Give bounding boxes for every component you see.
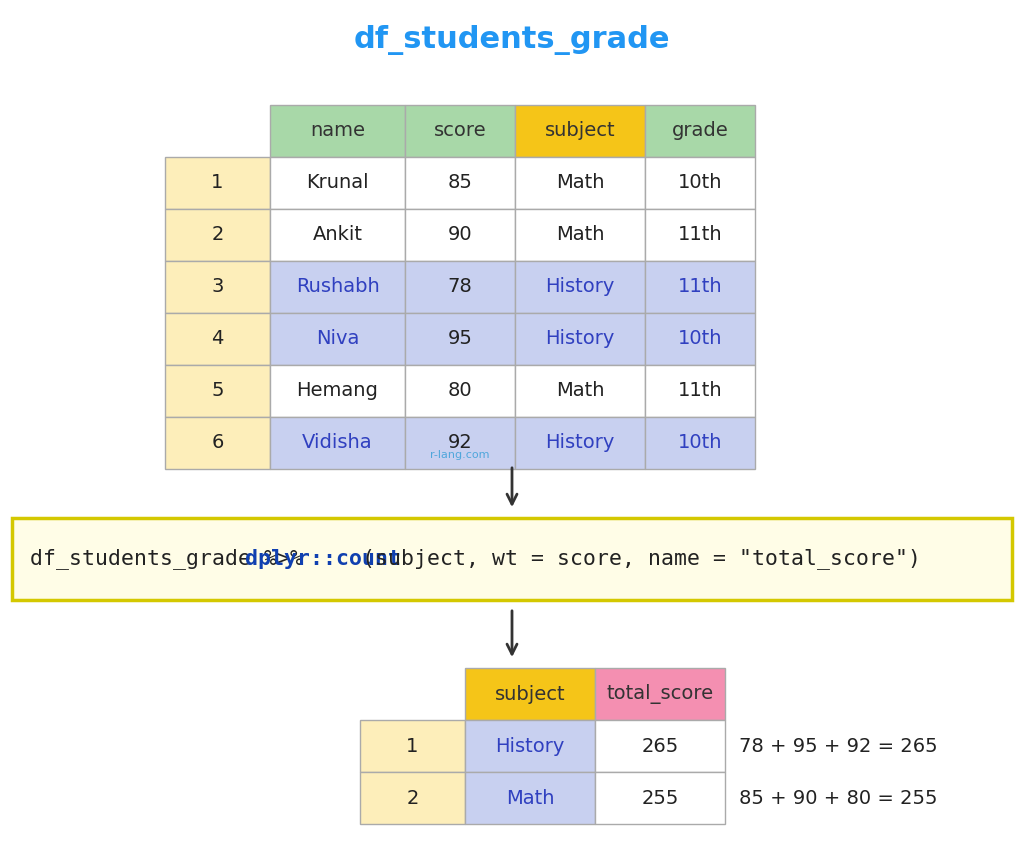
Text: Math: Math (506, 789, 554, 807)
Text: 95: 95 (447, 330, 472, 349)
Text: 85: 85 (447, 174, 472, 192)
Text: grade: grade (672, 121, 728, 141)
FancyBboxPatch shape (12, 518, 1012, 600)
Text: 265: 265 (641, 737, 679, 756)
Text: 10th: 10th (678, 330, 722, 349)
Bar (165, 209, 270, 261)
Text: 11th: 11th (678, 277, 722, 297)
Bar (270, 261, 406, 313)
Text: Niva: Niva (315, 330, 359, 349)
Text: 2: 2 (211, 226, 223, 244)
Text: 4: 4 (211, 330, 223, 349)
Bar (165, 313, 270, 365)
Bar (465, 720, 595, 772)
Text: 80: 80 (447, 382, 472, 400)
Text: 10th: 10th (678, 174, 722, 192)
Text: History: History (546, 433, 614, 453)
Text: 6: 6 (211, 433, 223, 453)
Text: total_score: total_score (606, 684, 714, 704)
Bar (595, 720, 725, 772)
Bar (645, 157, 755, 209)
Text: History: History (546, 330, 614, 349)
Text: 255: 255 (641, 789, 679, 807)
Text: 11th: 11th (678, 226, 722, 244)
Bar (270, 313, 406, 365)
Bar (515, 417, 645, 469)
Text: Vidisha: Vidisha (302, 433, 373, 453)
Bar (645, 209, 755, 261)
Bar (165, 157, 270, 209)
Bar (270, 417, 406, 469)
Text: 92: 92 (447, 433, 472, 453)
Bar (515, 157, 645, 209)
Bar (465, 668, 595, 720)
Bar (165, 261, 270, 313)
Bar (645, 261, 755, 313)
Text: 78 + 95 + 92 = 265: 78 + 95 + 92 = 265 (739, 737, 938, 756)
Bar (465, 772, 595, 824)
Bar (165, 365, 270, 417)
Bar (645, 313, 755, 365)
Text: Ankit: Ankit (312, 226, 362, 244)
Bar (515, 261, 645, 313)
Text: History: History (496, 737, 564, 756)
Text: Hemang: Hemang (297, 382, 379, 400)
Bar (645, 417, 755, 469)
Text: df_students_grade %>%: df_students_grade %>% (30, 549, 316, 570)
Bar (406, 365, 515, 417)
Text: subject: subject (495, 684, 565, 704)
Text: 10th: 10th (678, 433, 722, 453)
Text: 5: 5 (211, 382, 224, 400)
Text: subject: subject (545, 121, 615, 141)
Bar (515, 209, 645, 261)
Text: 3: 3 (211, 277, 223, 297)
Bar (645, 365, 755, 417)
Text: 2: 2 (407, 789, 419, 807)
Text: score: score (434, 121, 486, 141)
Bar (595, 772, 725, 824)
Bar (406, 261, 515, 313)
Text: 1: 1 (407, 737, 419, 756)
Bar (406, 209, 515, 261)
Bar (645, 105, 755, 157)
Bar (270, 157, 406, 209)
Text: 1: 1 (211, 174, 223, 192)
Bar (515, 105, 645, 157)
Text: 90: 90 (447, 226, 472, 244)
Text: Rushabh: Rushabh (296, 277, 379, 297)
Bar (360, 720, 465, 772)
Bar (406, 313, 515, 365)
Text: name: name (310, 121, 365, 141)
Bar (406, 105, 515, 157)
Bar (270, 105, 406, 157)
Text: 85 + 90 + 80 = 255: 85 + 90 + 80 = 255 (739, 789, 938, 807)
Bar (515, 313, 645, 365)
Text: r-lang.com: r-lang.com (430, 450, 489, 460)
Text: Math: Math (556, 382, 604, 400)
Text: dplyr::count: dplyr::count (245, 549, 400, 569)
Text: 11th: 11th (678, 382, 722, 400)
Bar (270, 209, 406, 261)
Bar (270, 365, 406, 417)
Text: df_students_grade: df_students_grade (353, 25, 671, 55)
Bar (595, 668, 725, 720)
Bar (515, 365, 645, 417)
Bar (360, 772, 465, 824)
Text: 78: 78 (447, 277, 472, 297)
Bar (165, 417, 270, 469)
Text: Math: Math (556, 226, 604, 244)
Text: Math: Math (556, 174, 604, 192)
Text: History: History (546, 277, 614, 297)
Text: Krunal: Krunal (306, 174, 369, 192)
Bar (406, 417, 515, 469)
Text: (subject, wt = score, name = "total_score"): (subject, wt = score, name = "total_scor… (361, 549, 921, 570)
Bar (406, 157, 515, 209)
